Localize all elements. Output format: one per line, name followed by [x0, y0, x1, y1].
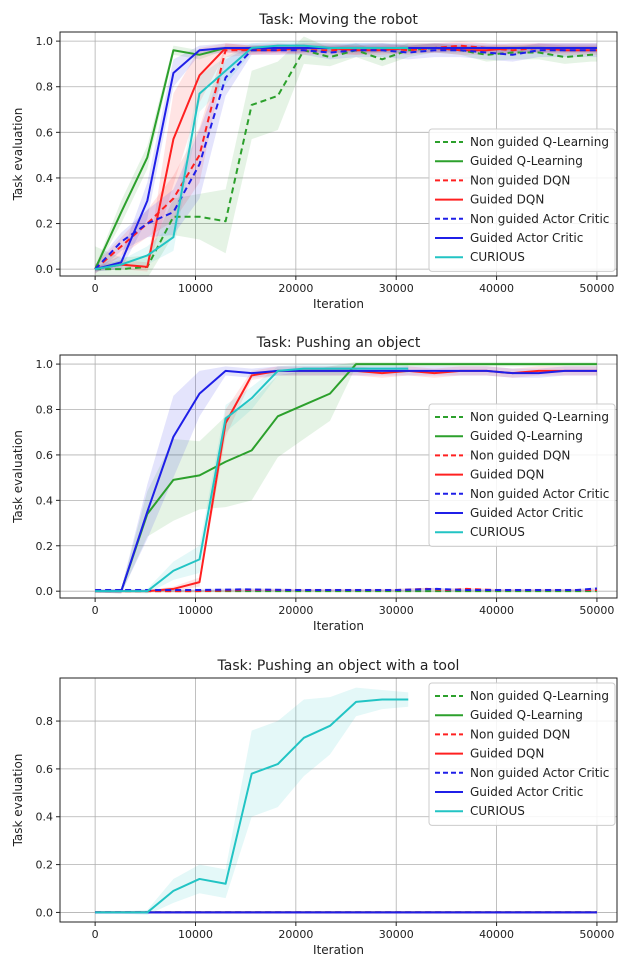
x-tick-label: 30000 — [379, 282, 414, 295]
x-tick-label: 30000 — [379, 928, 414, 941]
y-tick-label: 1.0 — [36, 35, 54, 48]
x-tick-label: 10000 — [178, 604, 213, 617]
y-tick-label: 0.2 — [36, 859, 54, 872]
y-tick-label: 0.6 — [36, 126, 54, 139]
x-tick-label: 30000 — [379, 604, 414, 617]
legend-label-non-guided-q-learning: Non guided Q-Learning — [470, 689, 609, 703]
confidence-band-curious — [95, 687, 409, 915]
x-tick-label: 40000 — [479, 928, 514, 941]
legend-label-guided-actor-critic: Guided Actor Critic — [470, 506, 583, 520]
y-axis-label: Task evaluation — [11, 430, 25, 524]
x-tick-label: 40000 — [479, 282, 514, 295]
legend-box — [428, 403, 616, 547]
legend-label-curious: CURIOUS — [470, 525, 525, 539]
legend-label-guided-dqn: Guided DQN — [470, 193, 544, 207]
legend-label-non-guided-q-learning: Non guided Q-Learning — [470, 135, 609, 149]
x-tick-label: 20000 — [278, 604, 313, 617]
axes-frame — [59, 677, 618, 923]
plot-area — [95, 687, 597, 915]
legend-label-curious: CURIOUS — [470, 804, 525, 818]
chart-title: Task: Pushing an object with a tool — [217, 658, 460, 674]
y-tick-label: 0.6 — [36, 449, 54, 462]
axes-frame — [59, 31, 618, 277]
y-tick-label: 0.2 — [36, 540, 54, 553]
series-line-non-guided-actor-critic — [95, 587, 598, 592]
x-tick-label: 50000 — [579, 928, 614, 941]
x-tick-label: 0 — [92, 604, 99, 617]
y-tick-label: 0.8 — [36, 404, 54, 417]
x-tick-label: 10000 — [178, 928, 213, 941]
legend-label-guided-q-learning: Guided Q-Learning — [470, 154, 583, 168]
legend-label-curious: CURIOUS — [470, 250, 525, 264]
confidence-band-non-guided-q-learning — [95, 36, 597, 276]
y-tick-label: 0.0 — [36, 585, 54, 598]
y-tick-label: 0.0 — [36, 906, 54, 919]
chart-title: Task: Moving the robot — [258, 12, 418, 28]
chart-panel-3: Task: Pushing an object with a tool 0 1000… — [11, 658, 618, 957]
y-tick-label: 0.4 — [36, 811, 54, 824]
chart-panel-2: Task: Pushing an object 0 10000 20000 30000 4… — [11, 335, 618, 633]
legend-label-guided-q-learning: Guided Q-Learning — [470, 708, 583, 722]
legend-label-non-guided-actor-critic: Non guided Actor Critic — [470, 766, 609, 780]
x-tick-label: 50000 — [579, 604, 614, 617]
legend-label-non-guided-actor-critic: Non guided Actor Critic — [470, 212, 609, 226]
legend-label-non-guided-dqn: Non guided DQN — [470, 173, 570, 187]
x-tick-label: 50000 — [579, 282, 614, 295]
legend-label-guided-dqn: Guided DQN — [470, 747, 544, 761]
y-tick-label: 1.0 — [36, 358, 54, 371]
series-line-non-guided-actor-critic — [94, 49, 597, 270]
series-line-curious — [95, 367, 409, 593]
legend-label-guided-dqn: Guided DQN — [470, 468, 544, 482]
y-tick-label: 0.8 — [36, 715, 54, 728]
x-axis-label: Iteration — [313, 297, 364, 311]
x-axis-label: Iteration — [313, 619, 364, 633]
x-tick-label: 0 — [92, 928, 99, 941]
legend: Non guided Q-Learning Guided Q-Learning No… — [428, 403, 616, 547]
chart-panel-1: Task: Moving the robot 0 10000 20000 30000 40… — [11, 12, 618, 311]
legend-label-non-guided-dqn: Non guided DQN — [470, 727, 570, 741]
series-line-curious — [94, 44, 409, 271]
y-axis-label: Task evaluation — [11, 754, 25, 848]
x-tick-label: 20000 — [278, 928, 313, 941]
legend: Non guided Q-Learning Guided Q-Learning No… — [428, 128, 616, 272]
legend-box — [428, 128, 616, 272]
axes-frame — [59, 354, 618, 599]
legend: Non guided Q-Learning Guided Q-Learning No… — [428, 682, 616, 826]
confidence-band-non-guided-actor-critic — [95, 43, 597, 274]
x-tick-label: 0 — [92, 282, 99, 295]
x-tick-label: 20000 — [278, 282, 313, 295]
y-tick-label: 0.6 — [36, 763, 54, 776]
y-tick-label: 0.0 — [36, 263, 54, 276]
plot-area — [94, 36, 597, 276]
series-line-guided-q-learning — [95, 363, 597, 593]
plot-area — [95, 361, 598, 594]
legend-label-non-guided-q-learning: Non guided Q-Learning — [470, 410, 609, 424]
series-line-curious — [95, 698, 409, 914]
legend-label-non-guided-actor-critic: Non guided Actor Critic — [470, 487, 609, 501]
legend-box — [428, 682, 616, 826]
y-tick-label: 0.2 — [36, 218, 54, 231]
legend-label-guided-actor-critic: Guided Actor Critic — [470, 785, 583, 799]
x-tick-label: 40000 — [479, 604, 514, 617]
confidence-band-non-guided-dqn — [95, 41, 597, 274]
legend-label-non-guided-dqn: Non guided DQN — [470, 448, 570, 462]
y-tick-label: 0.4 — [36, 494, 54, 507]
y-tick-label: 0.8 — [36, 81, 54, 94]
series-line-guided-actor-critic — [95, 369, 597, 593]
x-tick-label: 10000 — [178, 282, 213, 295]
chart-title: Task: Pushing an object — [256, 335, 421, 351]
y-axis-label: Task evaluation — [11, 108, 25, 202]
legend-label-guided-q-learning: Guided Q-Learning — [470, 429, 583, 443]
y-tick-label: 0.4 — [36, 172, 54, 185]
x-axis-label: Iteration — [313, 943, 364, 957]
legend-label-guided-actor-critic: Guided Actor Critic — [470, 231, 583, 245]
confidence-band-guided-q-learning — [95, 361, 597, 594]
